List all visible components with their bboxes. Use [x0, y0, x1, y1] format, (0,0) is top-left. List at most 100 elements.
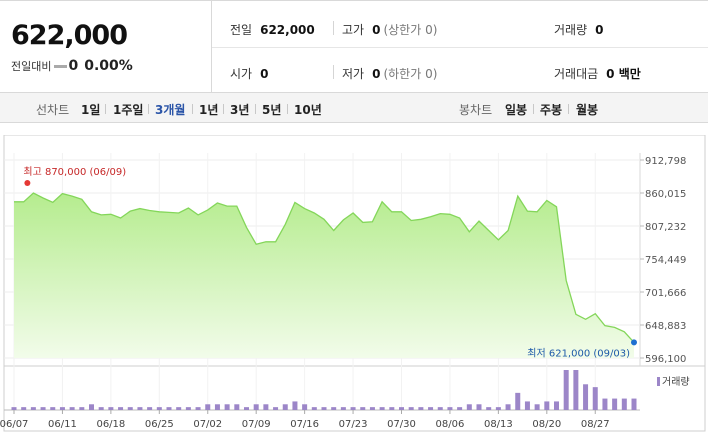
volume-bar — [166, 407, 172, 410]
volume-bar — [292, 401, 298, 410]
volume-bar — [505, 404, 511, 410]
volume-bar — [98, 407, 104, 410]
y-tick-label: 912,798 — [645, 156, 686, 167]
y-tick-label: 701,666 — [645, 288, 686, 299]
x-tick-label: 06/18 — [96, 419, 125, 430]
volume-bar — [69, 407, 75, 410]
y-tick-label: 754,449 — [645, 255, 686, 266]
volume-bar — [369, 407, 375, 410]
line-chart-label: 선차트 — [36, 103, 70, 117]
x-tick-label: 07/16 — [290, 419, 319, 430]
volume-bar — [476, 404, 482, 410]
period-separator — [148, 104, 149, 114]
volume-bar — [311, 407, 317, 410]
volume-bar — [573, 370, 579, 410]
x-tick-label: 08/27 — [581, 419, 610, 430]
x-tick-label: 07/02 — [193, 419, 222, 430]
candle-weekly[interactable]: 주봉 — [540, 103, 563, 117]
x-tick-label: 08/20 — [532, 419, 561, 430]
volume-bar — [360, 407, 366, 410]
volume-bar — [234, 404, 240, 410]
volume-bar — [399, 407, 404, 410]
change-row: 전일대비 0 0.00% — [11, 58, 133, 74]
volume-bar — [176, 407, 182, 410]
flat-change-icon — [54, 64, 68, 68]
volume-bar — [544, 401, 550, 410]
stat-label: 거래량 — [554, 23, 588, 37]
period-separator — [287, 104, 288, 114]
period-separator — [533, 104, 534, 114]
stat-value: 0 — [372, 23, 381, 37]
volume-bar — [486, 407, 492, 410]
volume-bar — [554, 401, 559, 410]
period-5y[interactable]: 5년 — [262, 103, 282, 117]
volume-bar — [118, 407, 124, 410]
period-10y[interactable]: 10년 — [294, 103, 322, 117]
volume-bar — [592, 387, 598, 410]
volume-bar — [631, 398, 637, 410]
volume-bar — [253, 404, 259, 410]
volume-bar — [515, 392, 521, 410]
stat-volume: 거래량 0 — [554, 21, 603, 38]
volume-bar — [185, 407, 191, 410]
x-tick-label: 06/25 — [145, 419, 174, 430]
volume-bar — [389, 407, 395, 410]
volume-bar — [350, 407, 356, 410]
volume-bar — [59, 407, 65, 410]
volume-bar — [331, 407, 337, 410]
period-separator — [223, 104, 224, 114]
volume-bar — [563, 370, 569, 410]
y-tick-label: 596,100 — [645, 354, 686, 365]
volume-bar — [534, 404, 540, 410]
stat-sub: (상한가 0) — [383, 23, 438, 37]
stat-sub: (하한가 0) — [383, 67, 438, 81]
x-tick-label: 07/09 — [242, 419, 271, 430]
period-3m[interactable]: 3개월 — [155, 103, 186, 117]
stat-label: 저가 — [342, 67, 365, 81]
period-separator — [255, 104, 256, 114]
stats-divider — [212, 47, 708, 48]
stat-label: 전일 — [230, 23, 253, 37]
x-tick-label: 06/11 — [48, 419, 77, 430]
price-area — [14, 193, 634, 358]
current-price: 622,000 — [11, 20, 128, 51]
stat-open: 시가 0 — [230, 65, 268, 82]
x-tick-label: 06/07 — [0, 419, 28, 430]
change-percent: 0.00% — [84, 58, 133, 74]
volume-bar — [612, 398, 618, 410]
volume-bar — [205, 404, 211, 410]
volume-bar — [583, 384, 589, 410]
volume-bar — [50, 407, 56, 410]
period-1w[interactable]: 1주일 — [113, 103, 144, 117]
volume-bar — [524, 401, 530, 410]
high-label: 최고 870,000 (06/09) — [23, 166, 126, 178]
volume-bar — [340, 407, 346, 410]
volume-bar — [244, 407, 249, 410]
volume-bar — [156, 407, 162, 410]
candle-daily[interactable]: 일봉 — [505, 103, 528, 117]
x-tick-label: 08/13 — [484, 419, 513, 430]
volume-bar — [214, 404, 220, 410]
volume-bar — [195, 407, 201, 410]
stat-label: 거래대금 — [554, 67, 599, 81]
stat-high: 고가 0 (상한가 0) — [342, 21, 437, 38]
candle-monthly[interactable]: 월봉 — [576, 103, 599, 117]
y-tick-label: 860,015 — [645, 189, 686, 200]
period-3y[interactable]: 3년 — [230, 103, 250, 117]
volume-bar — [263, 404, 269, 410]
chart-period-bar: 선차트 1일 1주일 3개월 1년 3년 5년 10년 봉차트 일봉 주봉 월봉 — [0, 92, 708, 123]
period-1y[interactable]: 1년 — [199, 103, 219, 117]
volume-bar — [224, 404, 230, 410]
chart-border — [3, 135, 706, 432]
x-tick-label: 07/23 — [339, 419, 368, 430]
period-1d[interactable]: 1일 — [81, 103, 101, 117]
stat-value: 622,000 — [260, 23, 315, 37]
volume-bar — [621, 398, 627, 410]
volume-bar — [457, 407, 463, 410]
volume-bar — [602, 398, 608, 410]
volume-bar — [127, 407, 133, 410]
stat-value: 0 — [595, 23, 604, 37]
period-separator — [568, 104, 569, 114]
price-summary: 622,000 전일대비 0 0.00% — [0, 1, 212, 93]
volume-bar — [282, 404, 288, 410]
